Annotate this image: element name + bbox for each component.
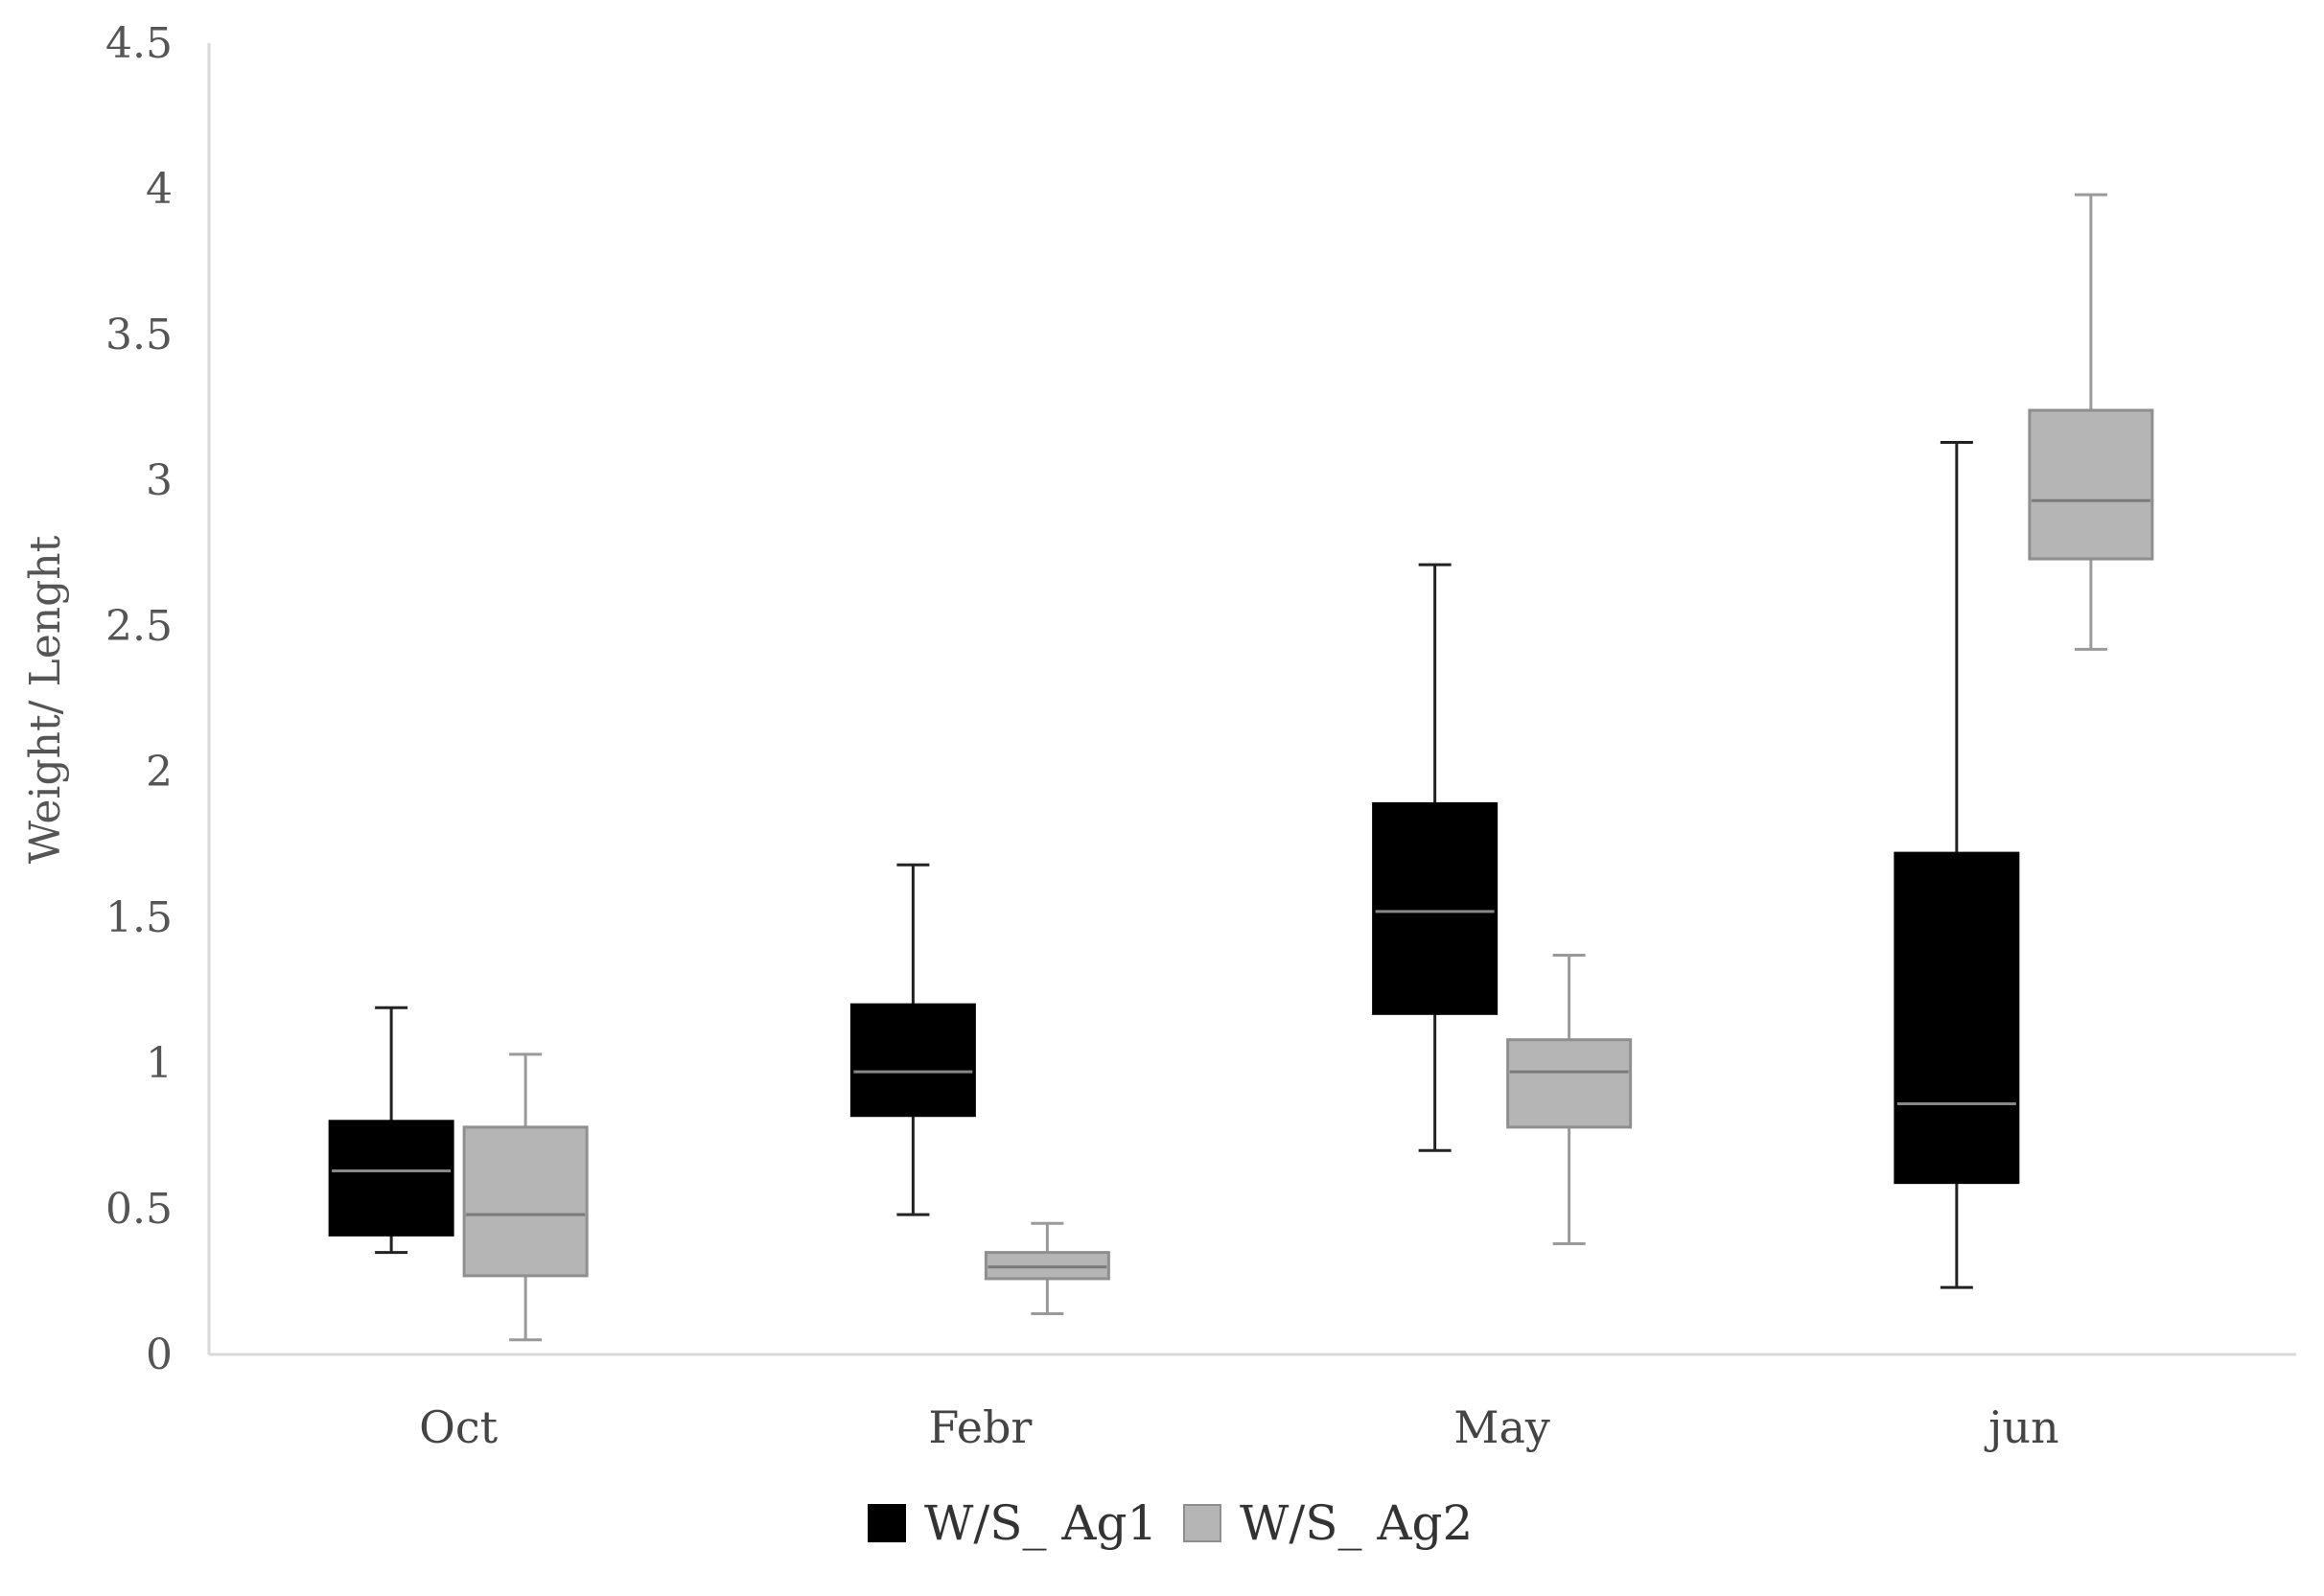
y-tick-label: 4.5	[105, 19, 173, 68]
y-axis-ticks: 0 0.5 1 1.5 2 2.5 3 3.5 4 4.5	[105, 19, 173, 1379]
iqr-box	[984, 1251, 1110, 1281]
iqr-box	[328, 1120, 454, 1237]
y-tick-label: 0	[146, 1330, 173, 1379]
legend: W/S_ Ag1 W/S_ Ag2	[868, 1495, 1473, 1551]
iqr-box	[849, 1003, 976, 1118]
category-labels: Oct Febr May jun	[419, 1401, 2058, 1453]
y-tick-label: 2	[146, 748, 173, 797]
category-label: Oct	[419, 1401, 498, 1453]
boxes-group	[328, 193, 2154, 1342]
box-febr-series-2	[984, 1221, 1110, 1315]
y-tick-label: 2.5	[105, 602, 173, 651]
category-label: May	[1453, 1401, 1550, 1453]
y-tick-label: 3.5	[105, 311, 173, 359]
y-tick-label: 1.5	[105, 893, 173, 942]
iqr-box	[2028, 408, 2154, 561]
y-tick-label: 3	[146, 456, 173, 505]
box-may-series-1	[1372, 563, 1499, 1152]
legend-swatch	[868, 1504, 906, 1542]
box-jun-series-2	[2028, 193, 2154, 651]
iqr-box	[1372, 801, 1499, 1015]
iqr-box	[1506, 1038, 1633, 1129]
category-label: jun	[1984, 1401, 2059, 1453]
iqr-box	[462, 1125, 589, 1278]
box-febr-series-1	[849, 863, 976, 1216]
y-tick-label: 0.5	[105, 1185, 173, 1234]
box-jun-series-1	[1894, 440, 2020, 1289]
box-may-series-2	[1506, 954, 1633, 1245]
box-oct-series-1	[328, 1006, 454, 1255]
y-axis-title: Weight/ Lenght	[21, 535, 70, 864]
y-tick-label: 1	[146, 1039, 173, 1088]
category-label: Febr	[928, 1401, 1032, 1453]
legend-swatch	[1183, 1504, 1221, 1542]
y-tick-label: 4	[146, 165, 173, 214]
legend-label: W/S_ Ag2	[1240, 1495, 1473, 1551]
box-oct-series-2	[462, 1052, 589, 1342]
legend-label: W/S_ Ag1	[924, 1495, 1157, 1551]
iqr-box	[1894, 851, 2020, 1185]
